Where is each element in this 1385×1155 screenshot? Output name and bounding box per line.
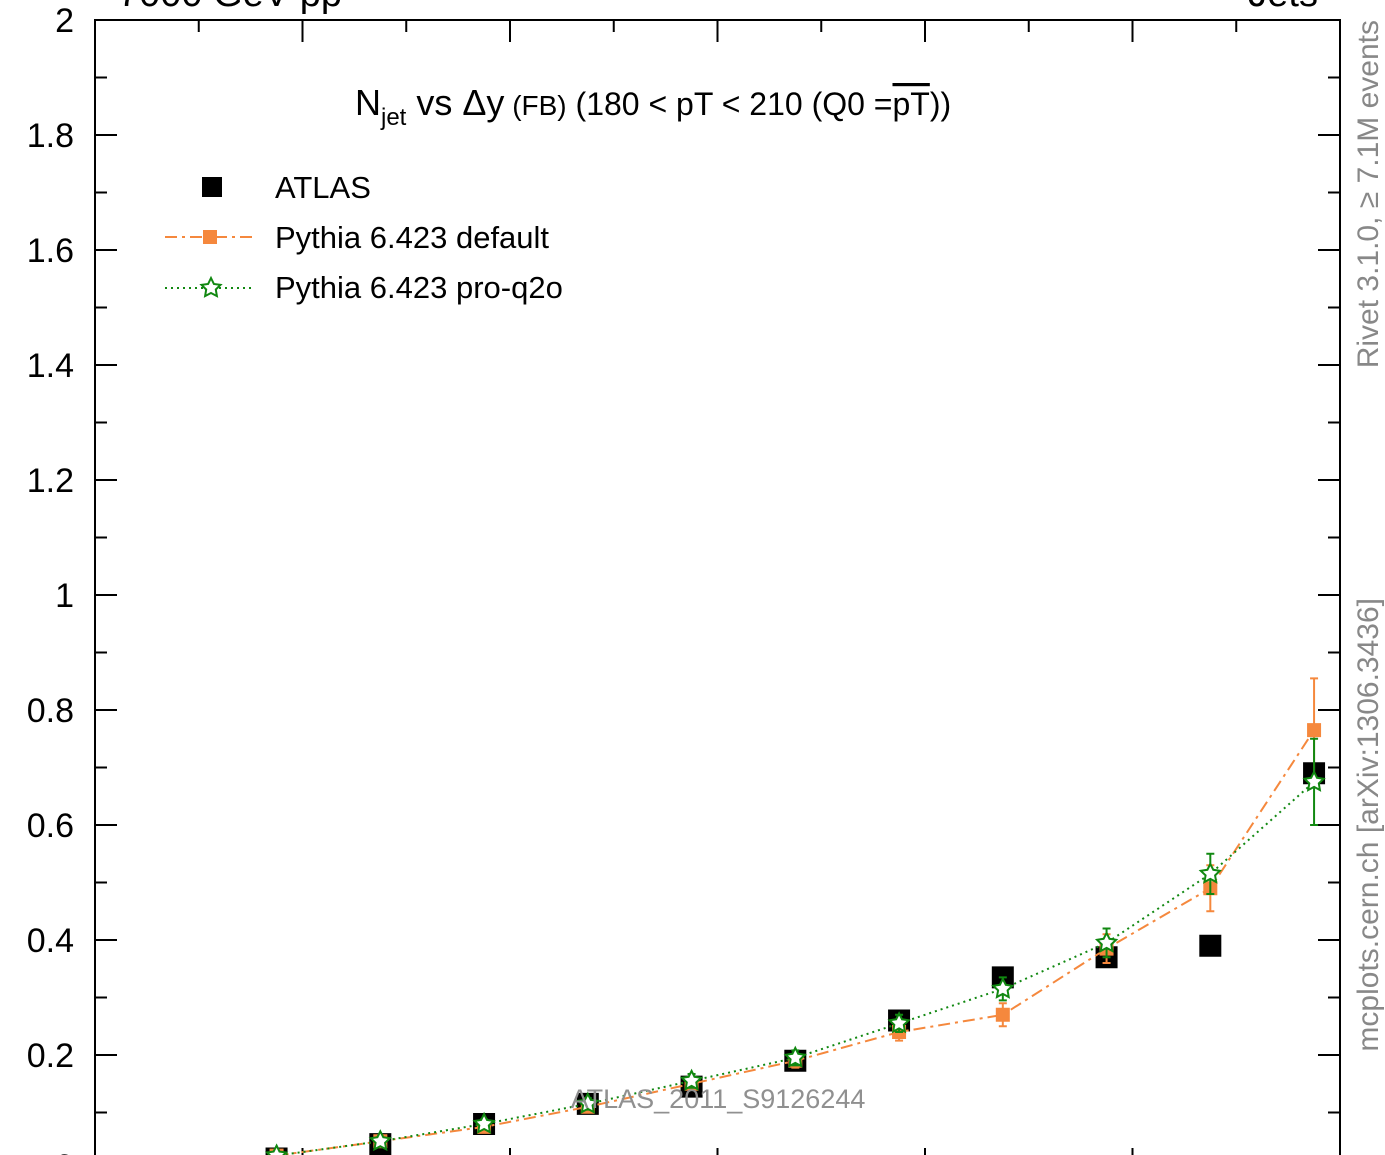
data-point-proq2o — [679, 1068, 704, 1091]
y-tick-label: 1.2 — [27, 462, 74, 500]
rivet-version-label: Rivet 3.1.0, ≥ 7.1M events — [1352, 20, 1385, 368]
y-tick-label: 2 — [55, 2, 74, 40]
series-line-proq2o — [273, 781, 1315, 1155]
mcplots-source-label: mcplots.cern.ch [arXiv:1306.3436] — [1352, 598, 1385, 1052]
data-point-proq2o — [576, 1091, 600, 1114]
data-point-atlas — [1199, 934, 1222, 957]
legend-proq2o-marker — [199, 275, 223, 298]
y-tick-label: 1.4 — [27, 347, 74, 385]
chart-title: Njet vs Δy (FB) (180 < pT < 210 (Q0 =pT)… — [355, 82, 951, 131]
title-sub: jet — [380, 104, 407, 131]
title-range: (180 < pT < 210 (Q0 = — [567, 86, 893, 122]
y-tick-label: 0.6 — [27, 807, 74, 845]
axis-ticks — [94, 19, 1341, 1155]
y-tick-label: 0.2 — [27, 1037, 74, 1075]
legend-atlas-marker — [202, 177, 222, 197]
data-point-proq2o — [1094, 930, 1119, 953]
data-point-proq2o — [368, 1129, 392, 1152]
y-tick-label: 1 — [55, 577, 74, 615]
data-point-proq2o — [264, 1143, 289, 1155]
data-point-proq2o — [1198, 861, 1222, 884]
data-point-proq2o — [472, 1111, 496, 1134]
series-layer — [264, 677, 1326, 1155]
legend-default-label: Pythia 6.423 default — [275, 220, 549, 255]
legend-proq2o-label: Pythia 6.423 pro-q2o — [275, 270, 563, 305]
title-close: )) — [930, 86, 951, 122]
data-point-proq2o — [1302, 769, 1326, 792]
y-tick-labels: 0.2 0.4 0.6 0.8 1 1.2 1.4 1.6 1.8 2 0 — [27, 2, 74, 1155]
header-top-left: 7000 GeV pp — [118, 0, 342, 15]
y-tick-label: 1.8 — [27, 117, 74, 155]
y-tick-label-zero: 0 — [55, 1148, 74, 1155]
data-point-default — [1307, 723, 1322, 738]
title-dy: Δy — [462, 82, 504, 123]
title-pt: pT — [892, 86, 929, 122]
y-tick-label: 0.4 — [27, 922, 74, 960]
title-fb: (FB) — [504, 90, 566, 121]
legend: ATLAS Pythia 6.423 default Pythia 6.423 … — [165, 170, 563, 305]
y-tick-label: 0.8 — [27, 692, 74, 730]
y-tick-label: 1.6 — [27, 232, 74, 270]
analysis-watermark: ATLAS_2011_S9126244 — [571, 1084, 866, 1114]
legend-default-marker — [203, 230, 217, 244]
series-proq2o — [264, 737, 1326, 1155]
data-point-proq2o — [887, 1011, 911, 1034]
data-point-proq2o — [991, 976, 1015, 999]
title-n: N — [355, 82, 381, 123]
header-top-right: Jets — [1248, 0, 1318, 15]
data-point-proq2o — [783, 1045, 807, 1068]
data-point-default — [995, 1007, 1010, 1022]
legend-atlas-label: ATLAS — [275, 170, 371, 205]
title-vs: vs — [406, 82, 462, 123]
